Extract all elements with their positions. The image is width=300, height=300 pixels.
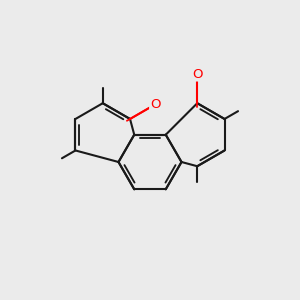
Text: O: O [192,68,202,81]
Text: O: O [150,98,160,111]
